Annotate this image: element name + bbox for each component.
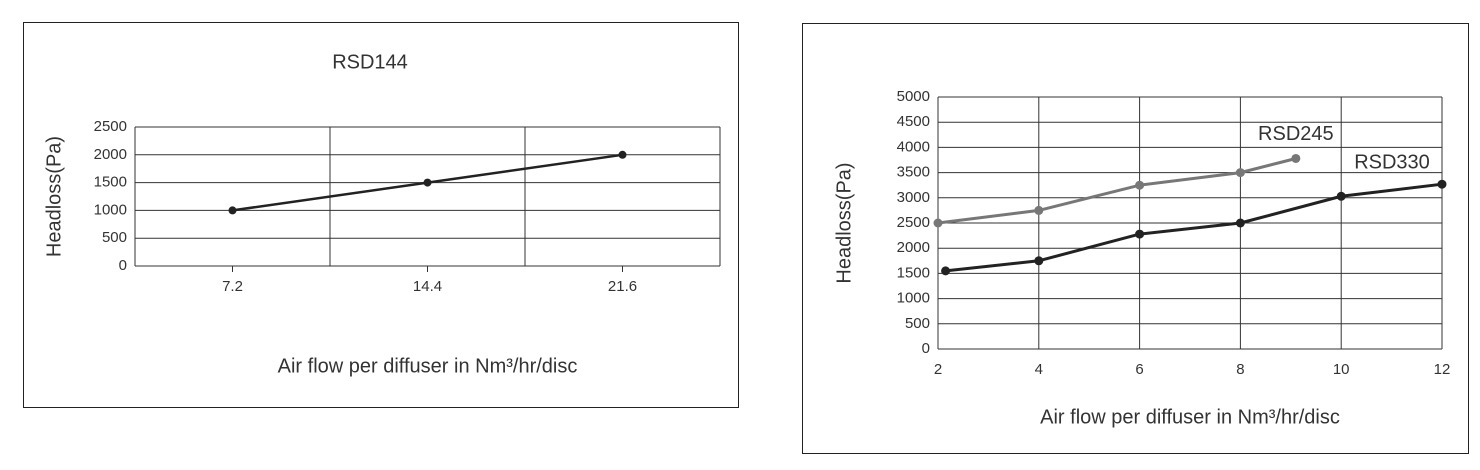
point xyxy=(228,206,237,215)
point xyxy=(933,218,943,228)
series-label: RSD330 xyxy=(1354,151,1430,173)
x-tick-label: 6 xyxy=(1135,361,1143,378)
line xyxy=(937,157,1297,225)
y-axis-label: Headloss(Pa) xyxy=(43,136,65,257)
y-tick-label: 1500 xyxy=(897,264,930,281)
x-tick-label: 14.4 xyxy=(413,278,442,295)
line xyxy=(945,182,1443,273)
x-tick-label: 7.2 xyxy=(222,278,243,295)
y-tick-label: 0 xyxy=(922,340,930,357)
chart-title: RSD144 xyxy=(332,51,408,73)
y-tick-label: 4500 xyxy=(897,113,930,130)
y-tick-label: 1000 xyxy=(94,201,127,218)
y-tick-label: 3000 xyxy=(897,189,930,206)
chart-frame xyxy=(23,22,739,408)
y-tick-label: 0 xyxy=(119,257,127,274)
point xyxy=(1235,168,1245,178)
chart-frame xyxy=(802,23,1469,454)
y-tick-label: 4000 xyxy=(897,138,930,155)
x-tick-label: 21.6 xyxy=(608,278,637,295)
point xyxy=(1135,229,1145,239)
x-tick-label: 2 xyxy=(934,361,942,378)
point xyxy=(423,178,432,187)
x-tick-label: 8 xyxy=(1236,361,1244,378)
point xyxy=(1135,180,1145,190)
point xyxy=(618,150,627,159)
y-tick-label: 5000 xyxy=(897,88,930,105)
x-tick-label: 12 xyxy=(1434,361,1451,378)
point xyxy=(941,266,951,276)
y-tick-label: 500 xyxy=(102,229,127,246)
point xyxy=(1291,153,1301,163)
x-axis-label: Air flow per diffuser in Nm³/hr/disc xyxy=(278,355,578,377)
point xyxy=(1235,218,1245,228)
y-axis-label: Headloss(Pa) xyxy=(833,162,855,283)
y-tick-label: 3500 xyxy=(897,164,930,181)
y-tick-label: 500 xyxy=(905,315,930,332)
y-tick-label: 2000 xyxy=(94,146,127,163)
point xyxy=(1437,179,1447,189)
point xyxy=(1336,191,1346,201)
y-tick-label: 1500 xyxy=(94,174,127,191)
y-tick-label: 2000 xyxy=(897,239,930,256)
y-tick-label: 2500 xyxy=(94,118,127,135)
y-tick-label: 2500 xyxy=(897,214,930,231)
y-tick-label: 1000 xyxy=(897,290,930,307)
series-label: RSD245 xyxy=(1258,123,1334,145)
point xyxy=(1034,256,1044,266)
x-tick-label: 4 xyxy=(1035,361,1043,378)
point xyxy=(1034,205,1044,215)
x-tick-label: 10 xyxy=(1333,361,1350,378)
x-axis-label: Air flow per diffuser in Nm³/hr/disc xyxy=(1040,406,1340,428)
